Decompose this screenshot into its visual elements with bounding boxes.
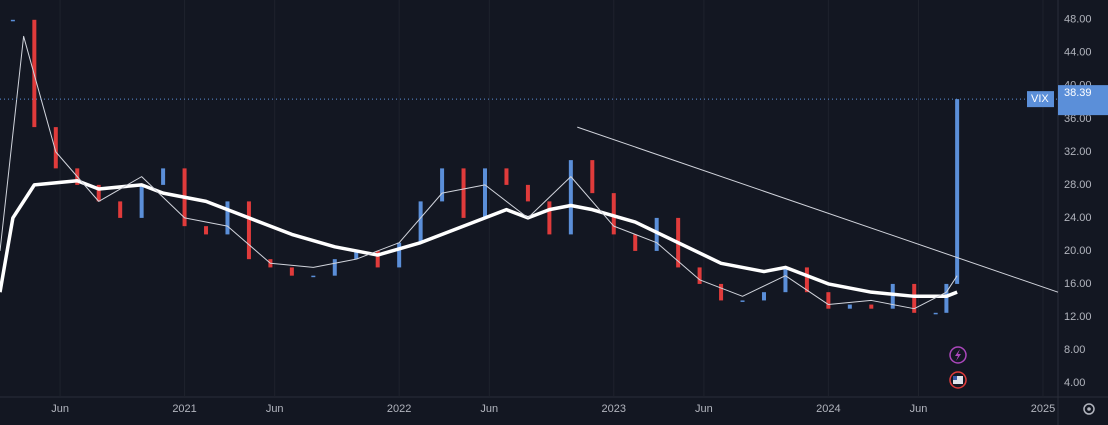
candle: [311, 275, 316, 278]
candle: [633, 234, 638, 251]
candle: [944, 283, 949, 313]
moving-average: [0, 35, 958, 310]
settings-icon[interactable]: [1083, 403, 1095, 415]
settings-icon-center: [1087, 407, 1091, 411]
candle: [719, 283, 724, 301]
x-tick-label: Jun: [480, 403, 498, 415]
candle: [547, 201, 552, 235]
y-tick-label: 32.00: [1064, 146, 1092, 158]
candle: [225, 201, 230, 235]
candle: [504, 168, 509, 185]
candle: [890, 283, 895, 309]
x-tick-label: 2025: [1031, 403, 1055, 415]
candle: [53, 127, 58, 169]
candle: [912, 283, 917, 313]
flag-canton: [953, 376, 957, 380]
flag: [953, 376, 963, 384]
candle: [161, 168, 166, 185]
candle: [139, 184, 144, 218]
y-tick-label: 48.00: [1064, 14, 1092, 26]
candle: [568, 160, 573, 235]
candle: [397, 242, 402, 268]
y-tick-label: 16.00: [1064, 278, 1092, 290]
candle: [461, 168, 466, 218]
candle: [804, 267, 809, 293]
candle: [10, 19, 15, 22]
price-tag: [1058, 85, 1108, 116]
y-tick-label: 12.00: [1064, 311, 1092, 323]
y-tick-label: 44.00: [1064, 47, 1092, 59]
y-tick-label: 24.00: [1064, 212, 1092, 224]
candle: [525, 184, 530, 202]
settings[interactable]: [1083, 403, 1095, 415]
lightning: [955, 349, 961, 361]
candle: [590, 160, 595, 194]
candle: [847, 304, 852, 309]
y-tick-label: 20.00: [1064, 245, 1092, 257]
candle: [783, 267, 788, 293]
x-tick-label: Jun: [910, 403, 928, 415]
candle: [955, 99, 960, 284]
candle: [483, 168, 488, 218]
candle: [869, 304, 874, 309]
candle: [933, 312, 938, 315]
candle: [289, 267, 294, 276]
candle: [96, 184, 101, 202]
y-tick-label: 36.00: [1064, 113, 1092, 125]
grid: [59, 0, 1044, 397]
candle: [761, 292, 766, 301]
candle: [611, 193, 616, 235]
candle: [375, 250, 380, 268]
plot: [0, 19, 1059, 315]
candle: [440, 168, 445, 202]
candle: [654, 217, 659, 251]
x-tick-label: 2021: [172, 403, 196, 415]
candle: [246, 201, 251, 260]
y-tick-label: 8.00: [1064, 344, 1085, 356]
candle: [118, 201, 123, 218]
moving-average: [0, 179, 958, 299]
event-icons: [949, 346, 967, 389]
x-tick-label: Jun: [695, 403, 713, 415]
candle: [204, 226, 209, 235]
price-label: 38.39: [1064, 87, 1092, 99]
y-tick-label: 28.00: [1064, 179, 1092, 191]
candle: [740, 300, 745, 302]
x-tick-label: 2022: [387, 403, 411, 415]
candle: [332, 259, 337, 276]
candle: [354, 250, 359, 260]
trendline: [577, 126, 1059, 293]
candle: [826, 292, 831, 309]
labels: 4.00 8.00 12.00 16.00 20.00 24.00 28.00 32.00 36…: [51, 14, 1108, 415]
symbol-tag: [1027, 91, 1054, 108]
y-tick-label: 4.00: [1064, 377, 1085, 389]
x-tick-label: Jun: [266, 403, 284, 415]
x-tick-label: 2024: [816, 403, 840, 415]
candle: [697, 267, 702, 284]
x-tick-label: 2023: [602, 403, 626, 415]
candle: [418, 201, 423, 243]
symbol-label: VIX: [1031, 93, 1049, 105]
x-tick-label: Jun: [51, 403, 69, 415]
